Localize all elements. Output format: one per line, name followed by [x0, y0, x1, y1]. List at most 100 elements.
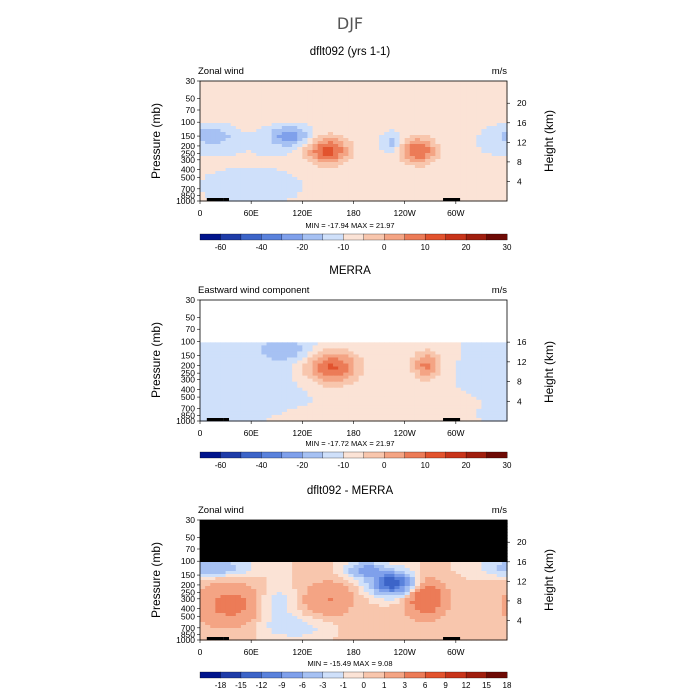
heatmap-cell [471, 357, 477, 362]
heatmap-cell [399, 132, 406, 136]
heatmap-cell [302, 384, 309, 389]
heatmap-cell [450, 354, 457, 359]
heatmap-cell [379, 351, 385, 356]
heatmap-cell [292, 84, 298, 88]
heatmap-cell [430, 129, 436, 133]
pressure-tick-label: 700 [181, 184, 195, 194]
heatmap-cell [302, 339, 309, 343]
heatmap-cell [307, 171, 314, 175]
heatmap-cell [220, 147, 227, 151]
heatmap-cell [394, 390, 401, 395]
heatmap-cell [435, 387, 442, 392]
heatmap-cell [404, 306, 411, 310]
heatmap-cell [230, 520, 237, 524]
heatmap-cell [266, 84, 273, 88]
heatmap-cell [384, 165, 390, 169]
heatmap-cell [496, 300, 503, 304]
heatmap-cell [297, 381, 303, 386]
heatmap-cell [312, 405, 319, 410]
heatmap-cell [409, 180, 416, 184]
pressure-tick-label: 200 [181, 141, 195, 151]
heatmap-cell [389, 303, 396, 307]
heatmap-cell [286, 174, 293, 178]
heatmap-cell [210, 381, 216, 386]
heatmap-cell [460, 126, 467, 130]
heatmap-cell [471, 402, 477, 407]
heatmap-cell [251, 387, 257, 392]
heatmap-cell [435, 345, 442, 350]
heatmap-cell [430, 153, 436, 157]
heatmap-cell [414, 156, 421, 160]
heatmap-cell [425, 318, 431, 322]
heatmap-cell [286, 159, 293, 163]
heatmap-cell [297, 105, 303, 109]
heatmap-cell [230, 393, 237, 398]
heatmap-cell [466, 192, 472, 196]
heatmap-cell [481, 369, 488, 374]
pressure-tick-label: 1000 [176, 416, 195, 426]
heatmap-cell [384, 102, 390, 106]
heatmap-cell [230, 363, 237, 368]
heatmap-cell [261, 417, 268, 422]
heatmap-cell [373, 165, 380, 169]
heatmap-cell [327, 114, 334, 118]
heatmap-cell [491, 171, 498, 175]
heatmap-cell [205, 177, 211, 181]
heatmap-cell [200, 123, 206, 127]
heatmap-cell [389, 321, 396, 325]
heatmap-cell [460, 336, 467, 340]
heatmap-cell [235, 198, 242, 202]
heatmap-cell [496, 114, 503, 118]
heatmap-cell [414, 198, 421, 202]
heatmap-cell [420, 132, 426, 136]
heatmap-cell [404, 417, 411, 422]
heatmap-cell [246, 189, 252, 193]
heatmap-cell [292, 189, 298, 193]
heatmap-cell [256, 93, 262, 97]
heatmap-cell [200, 159, 206, 163]
heatmap-cell [251, 381, 257, 386]
heatmap-cell [476, 411, 483, 416]
heatmap-cell [496, 363, 503, 368]
heatmap-cell [353, 117, 360, 121]
heatmap-cell [271, 144, 278, 148]
heatmap-cell [312, 354, 319, 359]
heatmap-cell [368, 300, 375, 304]
heatmap-cell [276, 114, 283, 118]
heatmap-cell [404, 117, 411, 121]
heatmap-cell [486, 399, 493, 404]
heatmap-cell [333, 126, 339, 130]
heatmap-cell [235, 375, 242, 380]
heatmap-cell [261, 345, 268, 350]
heatmap-cell [445, 129, 452, 133]
heatmap-cell [343, 339, 349, 343]
heatmap-cell [261, 195, 268, 199]
heatmap-cell [210, 405, 216, 410]
heatmap-cell [251, 351, 257, 356]
heatmap-cell [348, 408, 355, 413]
heatmap-cell [476, 414, 483, 419]
heatmap-cell [455, 156, 462, 160]
heatmap-cell [394, 117, 401, 121]
heatmap-cell [327, 366, 334, 371]
heatmap-cell [425, 321, 431, 325]
heatmap-cell [440, 81, 447, 85]
heatmap-cell [420, 372, 426, 377]
heatmap-cell [368, 96, 375, 100]
heatmap-cell [261, 126, 268, 130]
heatmap-cell [363, 324, 370, 328]
heatmap-cell [496, 327, 503, 331]
heatmap-cell [491, 126, 498, 130]
heatmap-cell [373, 399, 380, 404]
heatmap-cell [501, 339, 508, 343]
heatmap-cell [404, 369, 411, 374]
longitude-tick-label: 120W [394, 428, 416, 438]
heatmap-cell [379, 369, 385, 374]
heatmap-cell [271, 192, 278, 196]
heatmap-cell [297, 321, 303, 325]
heatmap-cell [353, 99, 360, 103]
heatmap-cell [343, 303, 349, 307]
heatmap-cell [333, 327, 339, 331]
heatmap-cell [373, 180, 380, 184]
heatmap-cell [281, 411, 288, 416]
